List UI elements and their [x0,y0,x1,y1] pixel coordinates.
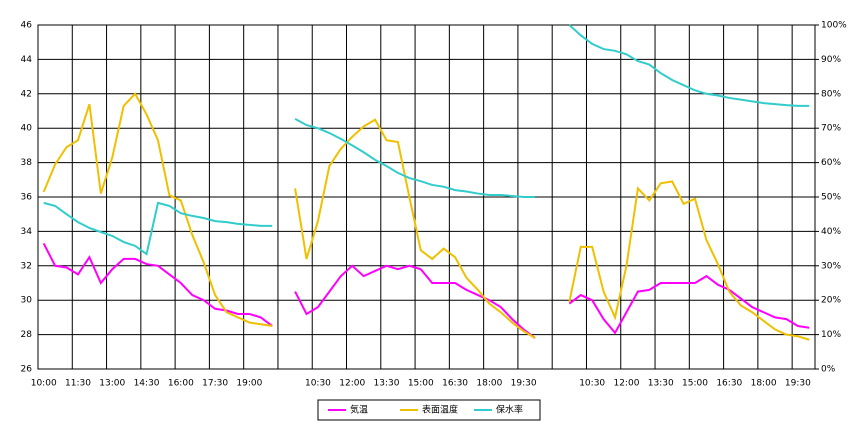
legend-label: 気温 [350,404,368,416]
series-line [43,24,810,256]
x-tick-label: 12:00 [613,379,639,389]
y-tick-label: 30 [21,296,33,306]
y-tick-label: 38 [21,158,33,168]
x-tick-label: 14:30 [134,379,160,389]
legend-box [317,399,541,421]
x-tick-label: 18:00 [751,379,777,389]
y2-tick-label: 80% [821,89,841,99]
plot-frame [37,24,816,370]
y2-tick-label: 20% [821,296,841,306]
x-tick-label: 17:30 [202,379,228,389]
x-tick-label: 16:30 [716,379,742,389]
y-tick-label: 42 [21,89,32,99]
x-tick-label: 16:30 [442,379,468,389]
y2-tick-label: 60% [821,158,841,168]
y2-tick-label: 70% [821,124,841,134]
y-tick-label: 26 [21,365,33,375]
series-line [42,92,810,341]
y2-tick-label: 40% [821,227,841,237]
y-tick-label: 44 [21,55,33,65]
x-tick-label: 19:30 [511,379,537,389]
x-tick-label: 10:00 [31,379,57,389]
y2-tick-label: 90% [821,55,841,65]
x-tick-label: 15:00 [408,379,434,389]
x-tick-label: 19:30 [785,379,811,389]
legend-label: 保水率 [496,404,523,416]
x-tick-label: 16:00 [168,379,194,389]
series-line [42,242,810,339]
y-tick-label: 34 [21,227,33,237]
y-tick-label: 32 [21,261,32,271]
x-tick-label: 18:00 [476,379,502,389]
x-tick-label: 10:30 [305,379,331,389]
y2-tick-label: 30% [821,261,841,271]
x-tick-label: 13:00 [99,379,125,389]
x-tick-label: 19:00 [236,379,262,389]
y-tick-label: 28 [21,330,33,340]
y2-tick-label: 0% [821,365,836,375]
y2-tick-label: 100% [821,21,847,31]
y-tick-label: 40 [21,124,33,134]
x-tick-label: 11:30 [65,379,91,389]
x-tick-label: 10:30 [579,379,605,389]
x-tick-label: 13:30 [374,379,400,389]
x-tick-label: 15:00 [682,379,708,389]
x-tick-label: 12:00 [339,379,365,389]
y2-tick-label: 10% [821,330,841,340]
x-tick-label: 13:30 [648,379,674,389]
y-tick-label: 36 [21,193,33,203]
legend-label: 表面温度 [422,404,458,416]
y-tick-label: 46 [21,21,33,31]
y2-tick-label: 50% [821,193,841,203]
